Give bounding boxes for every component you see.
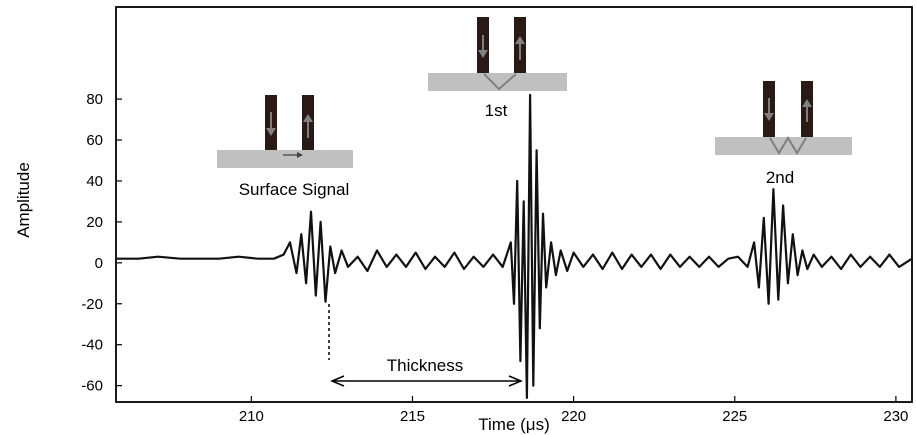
y-axis-title: Amplitude: [14, 162, 33, 238]
x-tick-label: 220: [561, 408, 586, 425]
plate: [428, 73, 567, 91]
surface-probe-diagram: Surface Signal: [217, 95, 353, 199]
y-tick-label: 40: [86, 173, 103, 190]
x-tick-label: 225: [722, 408, 747, 425]
multiple-reflection-path-icon: [769, 136, 807, 155]
x-axis-title: Time (μs): [478, 415, 550, 434]
up-arrow-head-icon: [802, 99, 812, 107]
thickness-label: Thickness: [387, 356, 464, 375]
down-arrow-head-icon: [266, 128, 276, 136]
y-tick-label: 60: [86, 132, 103, 149]
x-tick-label: 210: [239, 408, 264, 425]
x-tick-label: 230: [883, 408, 908, 425]
y-tick-label: 0: [95, 255, 103, 272]
plate: [217, 150, 353, 168]
thickness-marker: Thickness: [328, 304, 523, 387]
up-arrow-head-icon: [515, 36, 525, 44]
second-echo-probe-diagram: 2nd: [715, 81, 852, 187]
y-axis-ticks: -60 -40 -20 0 20 40 60 80: [81, 91, 122, 395]
surface-right-arrow-head-icon: [297, 152, 303, 158]
down-arrow-head-icon: [478, 50, 488, 58]
surface-signal-label: Surface Signal: [239, 180, 350, 199]
signal-line: [116, 93, 913, 399]
y-tick-label: -60: [81, 378, 103, 395]
y-tick-label: -40: [81, 337, 103, 354]
reflection-path-icon: [483, 73, 517, 91]
series-group: [116, 93, 913, 399]
thickness-left-arrowhead-icon: [330, 375, 345, 387]
y-tick-label: 20: [86, 214, 103, 231]
y-tick-label: 80: [86, 91, 103, 108]
x-tick-label: 215: [400, 408, 425, 425]
down-arrow-head-icon: [764, 113, 774, 121]
first-echo-label: 1st: [485, 101, 508, 120]
thickness-right-arrowhead-icon: [508, 375, 523, 387]
first-echo-probe-diagram: 1st: [428, 17, 567, 120]
x-axis-ticks: 210 215 220 225 230: [239, 396, 908, 425]
y-tick-label: -20: [81, 296, 103, 313]
second-echo-label: 2nd: [766, 168, 794, 187]
up-arrow-head-icon: [303, 114, 313, 122]
